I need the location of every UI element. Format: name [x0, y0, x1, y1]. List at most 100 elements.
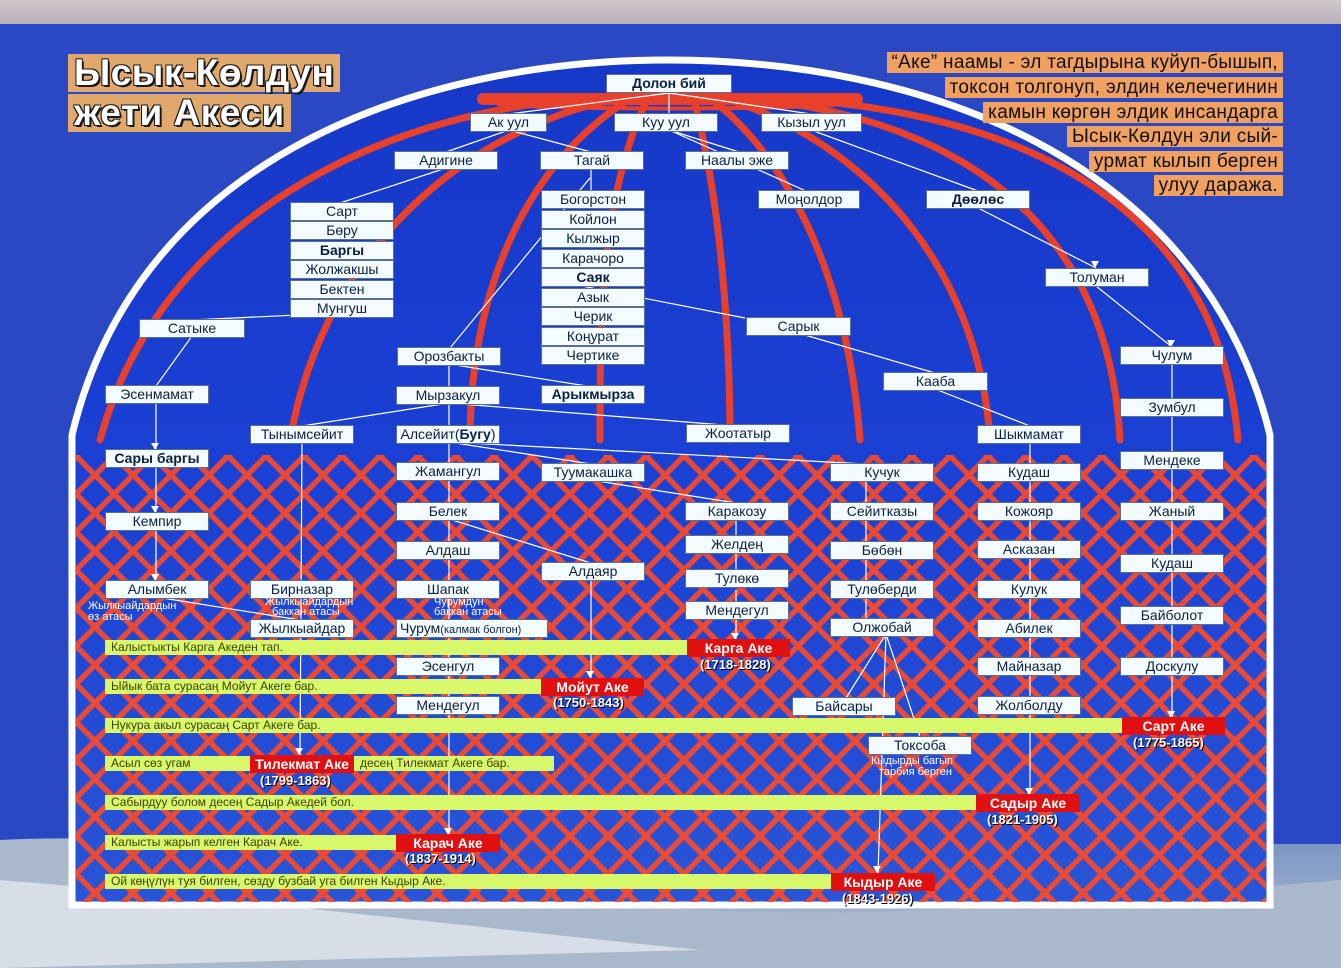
- node-mendegul-1: Мендегул: [685, 601, 789, 620]
- node-boru: Бөру: [290, 221, 394, 240]
- ake-label: Садыр Аке: [976, 794, 1080, 812]
- ake-years: (1837-1914): [405, 851, 476, 866]
- node-sayak: Саяк: [541, 268, 645, 287]
- node-alseit-close: ): [490, 426, 496, 442]
- node-zhootatyr: Жоотатыр: [686, 424, 790, 443]
- node-abilek: Абилек: [977, 619, 1081, 638]
- node-mungush: Мунгуш: [290, 299, 394, 318]
- node-tagai: Тагай: [540, 151, 644, 170]
- node-orozbakty: Орозбакты: [397, 347, 501, 366]
- node-esenmamat: Эсенмамат: [105, 385, 209, 404]
- node-saryk: Сарык: [746, 317, 851, 336]
- node-doolos: Дөөлөс: [926, 190, 1030, 209]
- node-tuleko: Тулөкө: [685, 569, 789, 588]
- note-shapak-1: Чурумдун: [434, 596, 484, 608]
- node-zholzhakshy: Жолжакшы: [290, 260, 394, 279]
- node-naaly-ezhe: Наалы эже: [685, 151, 789, 170]
- ake-label: Карач Аке: [396, 834, 500, 852]
- node-chulum: Чулум: [1120, 346, 1224, 365]
- node-baisary: Байсары: [792, 697, 896, 716]
- node-aldash: Алдаш: [396, 541, 500, 560]
- node-zhanyy: Жаный: [1120, 502, 1224, 521]
- node-arykmyrza: Арыкмырза: [541, 385, 645, 404]
- node-adigine: Адигине: [394, 151, 498, 170]
- ake-years: (1799-1863): [260, 773, 331, 788]
- ake-label: Мойут Аке: [541, 678, 644, 696]
- node-esengul: Эсенгул: [396, 657, 500, 676]
- node-tynymseit: Тынымсейит: [250, 425, 354, 444]
- node-koilon: Койлон: [541, 210, 645, 229]
- node-bekten: Бектен: [290, 280, 394, 299]
- quote-line: Ысык-Көлдун эли сый-: [1066, 126, 1283, 147]
- node-kuu-uul: Куу уул: [614, 113, 718, 132]
- node-azyk: Азык: [541, 288, 645, 307]
- node-alseit-label: Алсейит(: [400, 426, 460, 442]
- node-alymbek: Алымбек: [105, 580, 209, 599]
- node-churum: Чурум(калмак болгон): [396, 619, 548, 638]
- ake-label: Карга Аке: [687, 639, 790, 657]
- note-birnazar-2: баккан атасы: [272, 606, 340, 618]
- node-askazan: Асказан: [977, 540, 1081, 559]
- ake-years: (1775-1865): [1133, 735, 1204, 750]
- node-satyke: Сатыке: [139, 319, 245, 338]
- node-monoldor: Моңолдор: [758, 190, 860, 209]
- node-kyzyl-uul: Кызыл уул: [761, 113, 862, 132]
- node-karakozu: Каракозу: [685, 502, 789, 521]
- quote-line: “Аке” наамы - эл тагдырына куйуп-бышып,: [886, 52, 1283, 73]
- node-tuloberdi: Тулөберди: [830, 580, 934, 599]
- node-tuumakashka: Туумакашка: [541, 463, 645, 482]
- saying-bar: Калысты жарып келген Карач Аке.: [105, 835, 396, 850]
- quote-line: камын көргөн элдик инсандарга: [983, 102, 1283, 123]
- page-title-line1: Ысык-Көлдун: [68, 54, 341, 92]
- node-doskulu: Доскулу: [1120, 657, 1224, 676]
- ake-years: (1821-1905): [987, 812, 1058, 827]
- node-kudash-2: Кудаш: [1120, 554, 1224, 573]
- ake-label: Кыдыр Аке: [831, 873, 935, 891]
- node-sary-bargy: Сары баргы: [105, 449, 209, 468]
- note-alymbek-1: Жылкыайдардын: [88, 600, 177, 612]
- node-alseit-bugu: Алсейит(Бугу): [396, 425, 500, 444]
- node-bargy: Баргы: [290, 241, 394, 260]
- node-zhylkyaidar: Жылкыайдар: [250, 619, 354, 638]
- ake-years: (1843-1926): [842, 891, 913, 906]
- node-bogorston: Богорстон: [541, 190, 645, 209]
- node-konurat: Коңурат: [541, 327, 645, 346]
- ake-label: Сарт Аке: [1122, 717, 1225, 735]
- node-baibolot: Байболот: [1120, 606, 1224, 625]
- quote-line: улуу даража.: [1153, 175, 1283, 196]
- node-mendegul-2: Мендегул: [396, 696, 500, 715]
- node-zumbul: Зумбул: [1120, 398, 1224, 417]
- saying-bar: Нукура акыл сурасаң Сарт Акеге бар.: [105, 718, 1122, 733]
- node-shapak: Шапак: [396, 580, 500, 599]
- node-karachoro: Карачоро: [541, 249, 645, 268]
- note-birnazar-1: Жылкыайдардын: [265, 596, 354, 608]
- node-myrzakul: Мырзакул: [396, 386, 500, 405]
- node-boben: Бөбөн: [830, 541, 934, 560]
- node-ak-uul: Ак уул: [470, 113, 547, 132]
- note-toksoba-1: Кыдырды багып: [871, 755, 953, 767]
- node-churum-label: Чурум: [400, 620, 441, 636]
- saying-bar: Калыстыкты Карга Акеден тап.: [105, 640, 687, 655]
- saying-bar: Асыл сөз угам: [105, 756, 250, 771]
- node-zhamangul: Жамангул: [396, 462, 500, 481]
- node-belek: Белек: [396, 502, 500, 521]
- node-kylzhyr: Кылжыр: [541, 229, 645, 248]
- note-toksoba-2: тарбия берген: [879, 766, 952, 778]
- ake-years: (1750-1843): [553, 695, 624, 710]
- node-mainazar: Майназар: [977, 657, 1081, 676]
- node-seitkazy: Сейитказы: [830, 502, 934, 521]
- node-cherik: Черик: [541, 307, 645, 326]
- node-aldayar: Алдаяр: [541, 562, 645, 581]
- node-kaaba: Кааба: [883, 372, 988, 391]
- saying-bar-continuation: десең Тилекмат Акеге бар.: [354, 756, 554, 771]
- quote-line: токсон толгонуп, элдин келечегинин: [944, 77, 1283, 98]
- node-kuchuk: Кучук: [830, 463, 934, 482]
- node-kozhoyar: Кожояр: [977, 502, 1081, 521]
- node-kuluk: Кулук: [977, 580, 1081, 599]
- saying-bar: Ыйык бата сурасаң Мойут Акеге бар.: [105, 679, 541, 694]
- quote-line: урмат кылып берген: [1088, 151, 1283, 172]
- node-bugu-label: Бугу: [459, 426, 491, 442]
- node-mendeke: Мендеке: [1120, 451, 1224, 470]
- ake-label: Тилекмат Аке: [250, 755, 354, 773]
- node-kudash-1: Кудаш: [977, 463, 1081, 482]
